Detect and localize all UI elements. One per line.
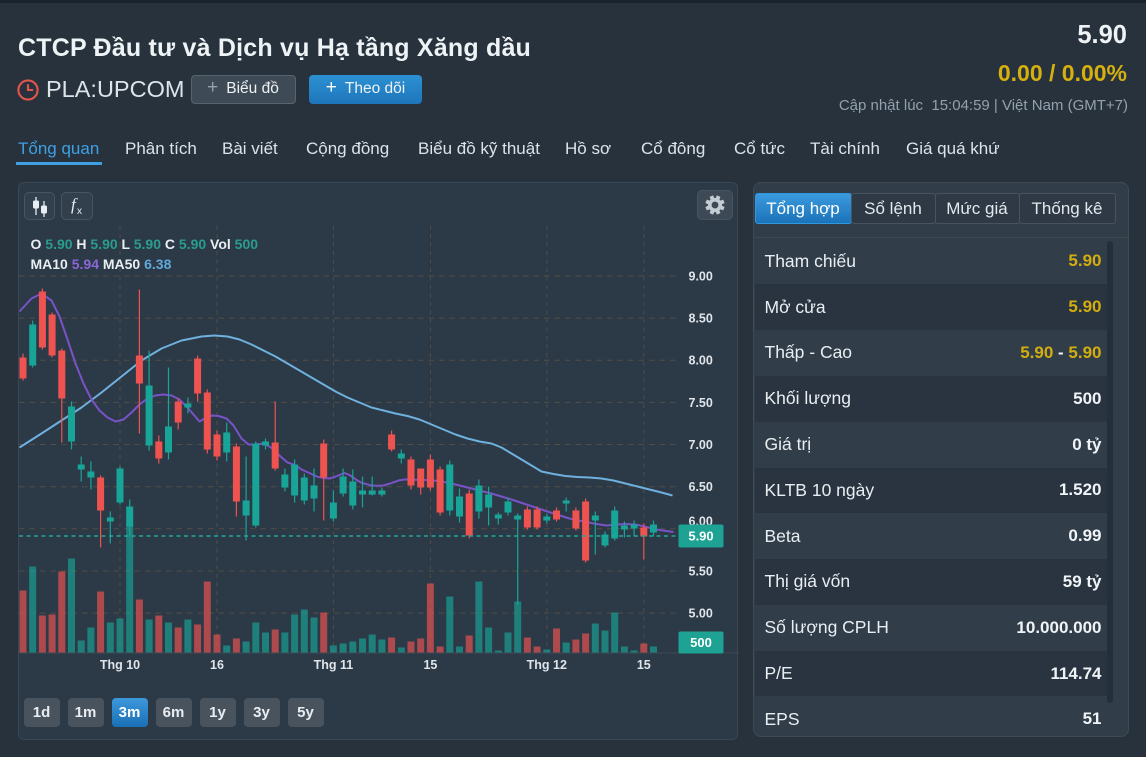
svg-text:16: 16 bbox=[210, 658, 224, 672]
svg-text:5.50: 5.50 bbox=[688, 564, 712, 578]
svg-text:7.50: 7.50 bbox=[688, 395, 712, 409]
svg-text:8.00: 8.00 bbox=[688, 353, 712, 367]
svg-text:Thg 12: Thg 12 bbox=[526, 658, 566, 672]
svg-text:x: x bbox=[77, 206, 82, 217]
svg-text:5.00: 5.00 bbox=[688, 606, 712, 620]
svg-text:f: f bbox=[71, 195, 78, 214]
svg-text:7.00: 7.00 bbox=[688, 438, 712, 452]
svg-text:8.50: 8.50 bbox=[688, 311, 712, 325]
svg-text:Thg 10: Thg 10 bbox=[99, 658, 139, 672]
svg-text:6.50: 6.50 bbox=[688, 480, 712, 494]
svg-text:Thg 11: Thg 11 bbox=[313, 658, 353, 672]
svg-text:5.90: 5.90 bbox=[688, 528, 713, 543]
svg-text:15: 15 bbox=[423, 658, 437, 672]
svg-text:15: 15 bbox=[636, 658, 650, 672]
svg-text:9.00: 9.00 bbox=[688, 269, 712, 283]
svg-text:500: 500 bbox=[690, 635, 712, 650]
